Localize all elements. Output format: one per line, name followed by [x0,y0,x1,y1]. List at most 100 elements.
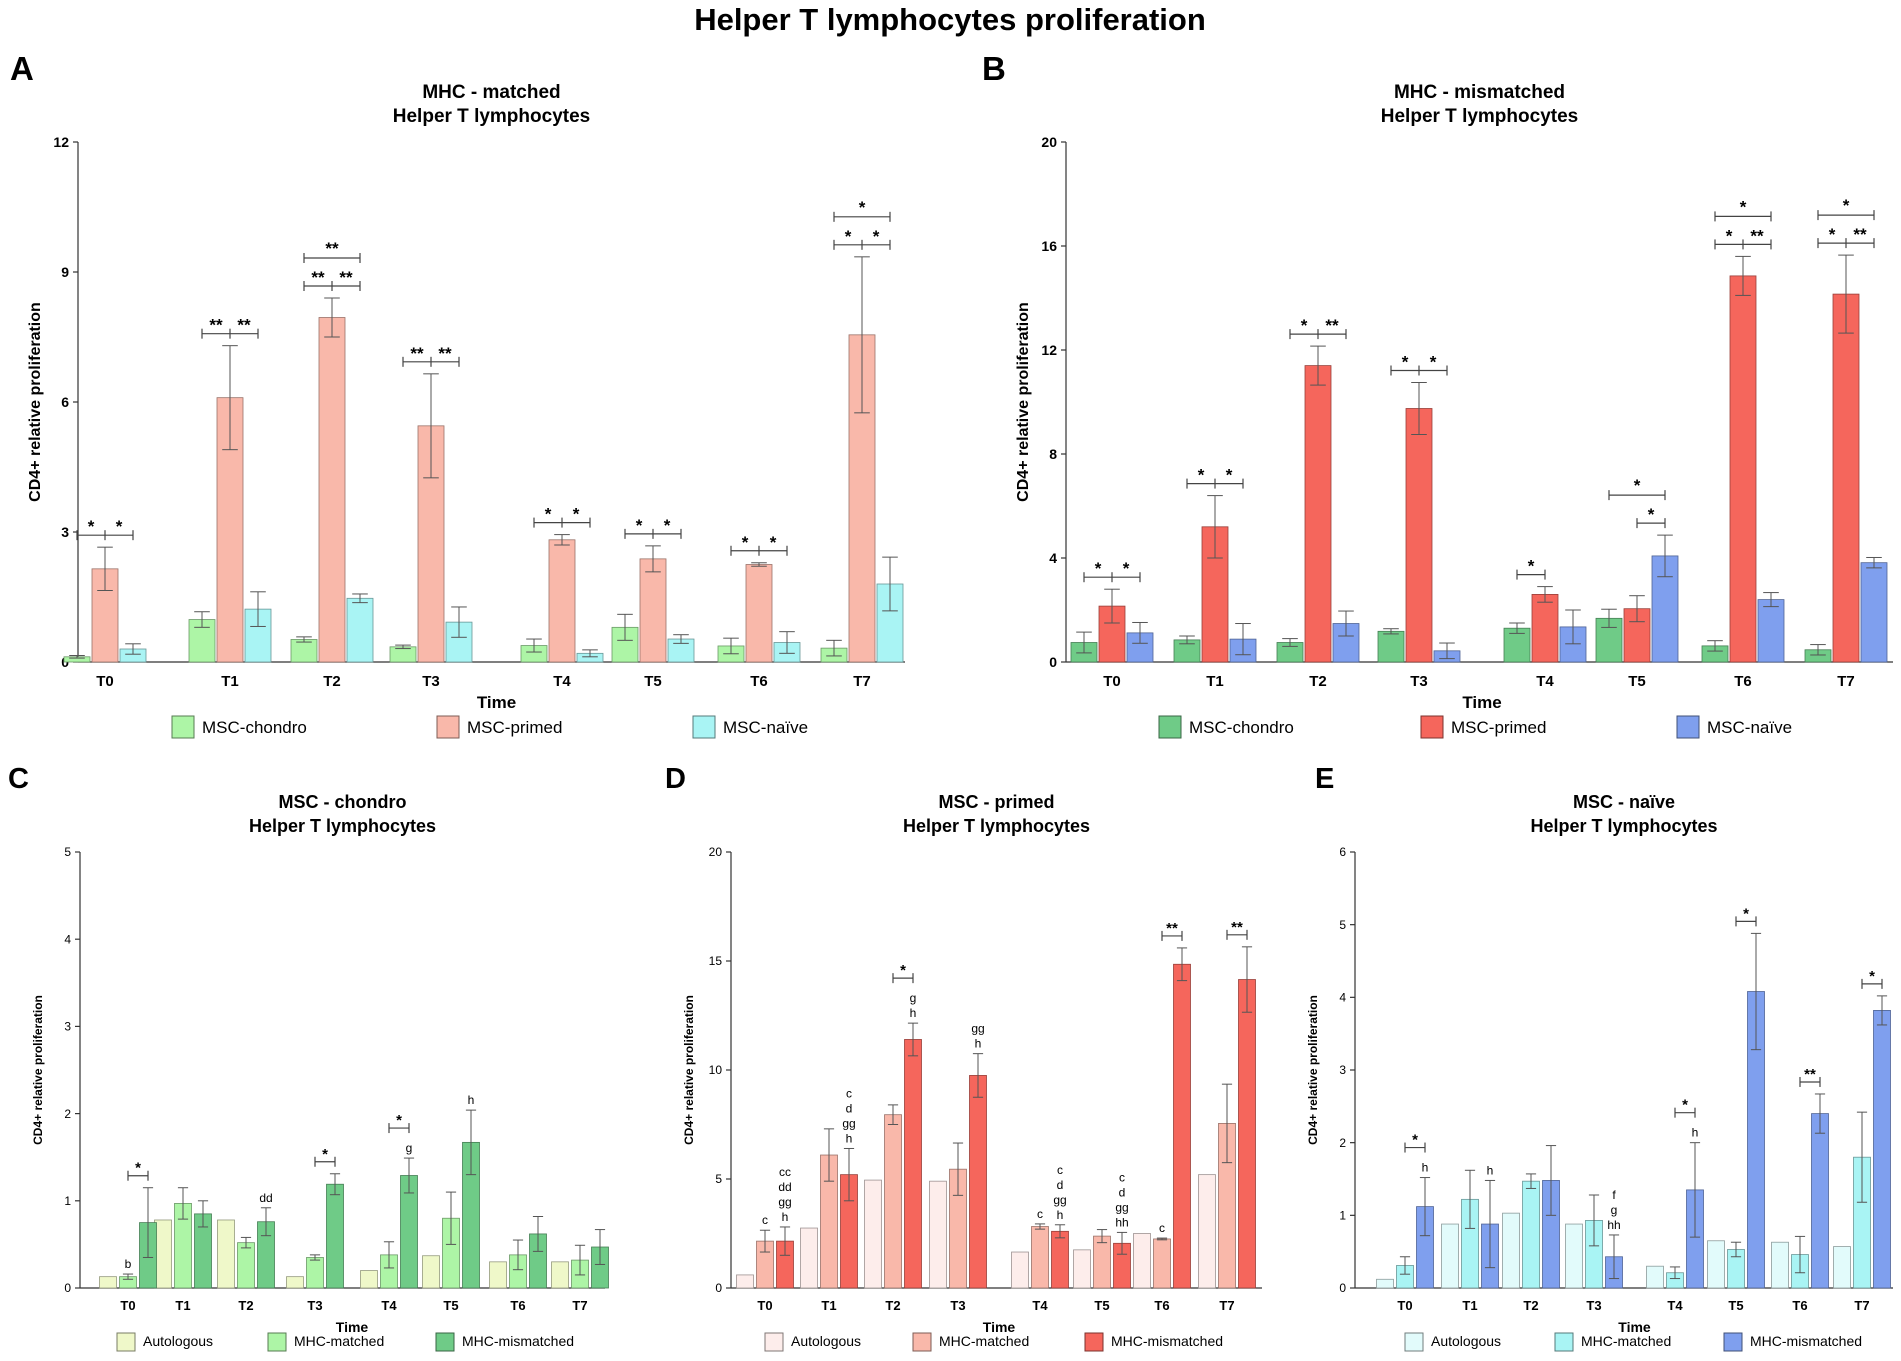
significance-star: ** [209,316,223,335]
bar [1832,293,1860,663]
x-tick-label: T7 [1219,1298,1234,1313]
significance-star: ** [1166,920,1178,937]
significance-star: ** [1325,316,1339,335]
x-tick-label: T5 [443,1298,458,1313]
chart-title: MHC - matched [422,82,560,103]
significance-letter: dd [778,1180,791,1194]
x-tick-label: T6 [1792,1298,1807,1313]
y-tick-label: 2 [1339,1136,1346,1150]
x-tick-label: T0 [120,1298,135,1313]
x-axis-label: Time [983,1319,1016,1335]
x-tick-label: T2 [885,1298,900,1313]
significance-star: * [1412,1132,1418,1149]
bar [306,1257,324,1289]
bar [884,1114,902,1289]
legend-swatch [171,715,195,739]
bar [1173,963,1191,1289]
bar [290,639,318,663]
significance-letter: g [1611,1203,1618,1217]
bar [1707,1240,1725,1289]
bar [736,1274,754,1289]
bar [1133,1233,1151,1289]
bar [318,317,346,663]
x-tick-label: T7 [572,1298,587,1313]
bar [1093,1235,1111,1289]
y-tick-label: 3 [64,1020,71,1034]
legend-swatch [1158,715,1182,739]
chart-subtitle: Helper T lymphocytes [249,816,436,836]
chart-title: MSC - primed [938,792,1054,812]
bar [969,1075,987,1289]
legend-label: MSC-primed [467,718,562,737]
significance-star: * [845,227,852,246]
significance-letter: d [1057,1178,1064,1192]
significance-star: ** [438,344,452,363]
significance-letter: c [1037,1207,1043,1221]
x-tick-label: T6 [510,1298,525,1313]
significance-star: ** [1804,1066,1816,1083]
significance-star: * [664,516,671,535]
x-tick-label: T3 [422,673,440,690]
bar [489,1261,507,1289]
significance-letter: h [1487,1163,1494,1177]
y-axis-label: CD4+ relative proliferation [27,302,44,502]
panel-letter: B [982,50,1006,87]
chart-subtitle: Helper T lymphocytes [393,106,590,127]
significance-star: * [1226,466,1233,485]
y-tick-label: 5 [1339,918,1346,932]
legend-swatch [435,1332,455,1352]
bar [360,1270,378,1289]
significance-star: * [636,516,643,535]
y-tick-label: 0 [1339,1281,1346,1295]
x-tick-label: T5 [644,673,662,690]
significance-letter: gg [842,1116,855,1130]
x-axis-label: Time [336,1319,369,1335]
significance-star: * [1095,559,1102,578]
significance-star: * [135,1160,141,1177]
y-tick-label: 4 [1049,550,1057,566]
bar [1441,1223,1459,1289]
bar [548,539,576,663]
y-tick-label: 3 [1339,1063,1346,1077]
x-tick-label: T0 [757,1298,772,1313]
significance-letter: dd [259,1191,272,1205]
x-tick-label: T3 [1410,673,1428,690]
bar [154,1219,172,1289]
bar [1757,599,1785,663]
legend-label: MHC-matched [939,1333,1029,1349]
significance-star: * [873,227,880,246]
panel-d: D MSC - primed Helper T lymphocytes 0 5 10 15 2… [665,763,1262,1352]
panel-e: E MSC - naïve Helper T lymphocytes 0 1 2 3 4 5 6 C… [1306,763,1893,1352]
x-tick-label: T2 [323,673,341,690]
bar [1729,275,1757,663]
significance-star: * [770,533,777,552]
x-tick-label: T3 [950,1298,965,1313]
significance-letter: h [846,1131,853,1145]
x-tick-label: T5 [1628,673,1646,690]
panel-c: C MSC - chondro Helper T lymphocytes 0 1 2 3 4 5… [8,763,609,1352]
significance-letter: gg [1053,1193,1066,1207]
legend-swatch [1404,1332,1424,1352]
legend-swatch [1723,1332,1743,1352]
bar [326,1183,344,1289]
significance-letter: h [1422,1161,1429,1175]
bar [1771,1241,1789,1289]
bar [1565,1223,1583,1289]
bar [1502,1212,1520,1289]
y-tick-label: 1 [64,1194,71,1208]
significance-letter: gg [971,1022,984,1036]
legend-swatch [1420,715,1444,739]
x-tick-label: T1 [1462,1298,1477,1313]
bar [1873,1010,1891,1289]
significance-star: * [1726,226,1733,245]
significance-letter: cc [779,1165,791,1179]
y-tick-label: 16 [1041,238,1057,254]
chart-title: MHC - mismatched [1394,82,1565,103]
significance-star: * [1301,316,1308,335]
legend-label: MSC-chondro [202,718,307,737]
x-tick-label: T4 [1667,1298,1683,1313]
x-tick-label: T6 [1734,673,1752,690]
legend-label: MHC-matched [294,1333,384,1349]
legend-label: MSC-primed [1451,718,1546,737]
x-tick-label: T1 [175,1298,190,1313]
